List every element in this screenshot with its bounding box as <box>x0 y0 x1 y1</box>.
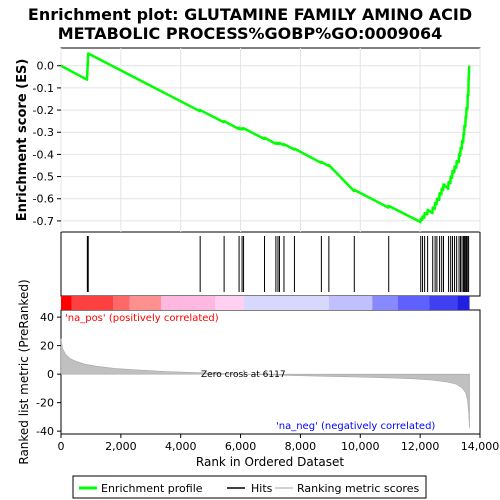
enrichment-profile-line <box>60 52 471 224</box>
hit-markers <box>86 236 470 292</box>
x-axis: 0 2,000 4,000 6,000 8,000 10,000 12,000 14,000 <box>58 434 500 453</box>
x-tick-label: 0 <box>58 440 65 453</box>
es-y-tick-label: -0.3 <box>33 126 54 139</box>
legend-box <box>72 475 427 499</box>
x-tick-label: 6,000 <box>225 440 257 453</box>
chart-title-line2: METABOLIC PROCESS%GOBP%GO:0009064 <box>58 24 443 43</box>
rank-band-segment <box>244 296 329 310</box>
legend-hits-label: Hits <box>251 482 273 495</box>
rank-band-segment <box>129 296 162 310</box>
rank-band-segment <box>71 296 114 310</box>
metric-y-tick-label: -40 <box>36 425 54 438</box>
es-gridlines <box>60 48 481 232</box>
es-y-tick-label: -0.4 <box>33 148 54 161</box>
es-y-tick-label: -0.1 <box>33 82 54 95</box>
rank-band-segment <box>113 296 130 310</box>
rank-band-segment <box>215 296 245 310</box>
legend-ranking-label: Ranking metric scores <box>297 482 419 495</box>
enrichment-profile <box>60 52 471 224</box>
zero-cross-label: Zero cross at 6117 <box>201 370 286 380</box>
es-y-tick-label: -0.5 <box>33 171 54 184</box>
metric-y-tick-label: 40 <box>40 311 54 324</box>
hits-panel <box>60 231 481 297</box>
x-tick-label: 4,000 <box>165 440 197 453</box>
x-tick-label: 8,000 <box>285 440 317 453</box>
legend-enrichment-label: Enrichment profile <box>101 482 203 495</box>
metric-y-tick-label: 0 <box>47 368 54 381</box>
es-y-axis-title: Enrichment score (ES) <box>15 59 30 222</box>
ranking-metric-area <box>60 338 470 429</box>
x-tick-label: 10,000 <box>341 440 380 453</box>
x-tick-label: 2,000 <box>105 440 137 453</box>
rank-color-band <box>61 296 470 310</box>
x-tick-label: 14,000 <box>461 440 500 453</box>
rank-band-segment <box>61 296 72 310</box>
metric-y-axis-title: Ranked list metric (PreRanked) <box>17 279 31 464</box>
rank-band-segment <box>328 296 373 310</box>
rank-band-segment <box>457 296 470 310</box>
rank-band-segment <box>372 296 398 310</box>
metric-y-tick-label: 20 <box>40 340 54 353</box>
rank-band-segment <box>397 296 430 310</box>
metric-y-tick-label: -20 <box>36 397 54 410</box>
neg-correlation-label: 'na_neg' (negatively correlated) <box>276 421 435 432</box>
x-axis-title: Rank in Ordered Dataset <box>196 455 344 469</box>
es-y-tick-label: -0.7 <box>33 215 54 228</box>
rank-band-segment <box>161 296 216 310</box>
es-y-axis: 0.0 -0.1 -0.2 -0.3 -0.4 -0.5 -0.6 -0.7 <box>33 60 61 228</box>
metric-y-axis: 40 20 0 -20 -40 <box>36 311 61 438</box>
rank-band-segment <box>429 296 458 310</box>
es-y-tick-label: -0.6 <box>33 193 54 206</box>
es-y-tick-label: 0.0 <box>37 60 55 73</box>
chart-title-line1: Enrichment plot: GLUTAMINE FAMILY AMINO … <box>28 5 472 24</box>
pos-correlation-label: 'na_pos' (positively correlated) <box>65 313 219 324</box>
x-tick-label: 12,000 <box>401 440 440 453</box>
ranking-metric-fill <box>60 338 470 429</box>
es-y-tick-label: -0.2 <box>33 104 54 117</box>
